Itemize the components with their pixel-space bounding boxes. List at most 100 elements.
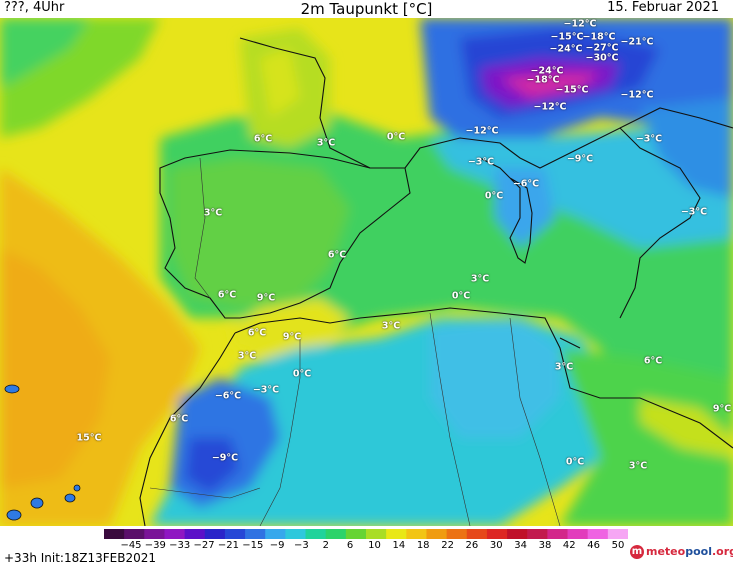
temp-label: −12°C (533, 101, 567, 113)
temp-label: 9°C (712, 403, 732, 415)
temp-label: −18°C (582, 31, 616, 43)
temp-label: −18°C (526, 74, 560, 86)
legend-swatch (184, 529, 206, 539)
legend-swatch (567, 529, 589, 539)
legend-swatch (124, 529, 145, 539)
legend-swatch (547, 529, 569, 539)
logo-text-meteo: meteo (646, 545, 686, 558)
legend-tick-label: −39 (144, 540, 166, 551)
legend-tick-label: −33 (169, 540, 191, 551)
temp-label: 3°C (554, 361, 574, 373)
temp-label: −3°C (252, 384, 280, 396)
temp-label: 0°C (484, 190, 504, 202)
temp-label: −15°C (550, 31, 584, 43)
temp-label: 3°C (470, 273, 490, 285)
temp-label: 6°C (327, 249, 347, 261)
temp-label: 3°C (381, 320, 401, 332)
legend-swatch (446, 529, 468, 539)
legend-swatch (507, 529, 528, 539)
temp-label: −6°C (214, 390, 242, 402)
legend-tick-label: 34 (514, 540, 527, 551)
temp-label: 3°C (237, 350, 257, 362)
legend-swatch (305, 529, 327, 539)
legend-swatch (265, 529, 286, 539)
temp-label: 6°C (247, 327, 267, 339)
temp-label: −30°C (585, 52, 619, 64)
temp-label: −15°C (555, 84, 589, 96)
legend-tick-label: −15 (242, 540, 264, 551)
legend-ticks: −45 −39 −33 −27 −21 −15 −9 −3 2 6 10 14 18 22 26 30 34 38… (0, 540, 733, 554)
legend-swatch (204, 529, 226, 539)
temp-label: −3°C (635, 133, 663, 145)
legend-swatch (245, 529, 266, 539)
temp-label: −3°C (680, 206, 708, 218)
header-location-time: ???, 4Uhr (4, 0, 65, 15)
temp-label: 6°C (217, 289, 237, 301)
legend-swatch (466, 529, 488, 539)
legend-tick-label: 2 (322, 540, 329, 551)
temp-label: 6°C (253, 133, 273, 145)
temp-label: 0°C (292, 368, 312, 380)
legend-swatch (164, 529, 186, 539)
temp-label: −12°C (563, 18, 597, 30)
temp-label: 0°C (386, 131, 406, 143)
temp-label: 6°C (643, 355, 663, 367)
temp-label: −6°C (512, 178, 540, 190)
legend-swatch (527, 529, 548, 539)
dewpoint-map: −12°C −15°C −18°C −21°C −24°C −27°C −30°… (0, 18, 733, 526)
temp-label: 3°C (316, 137, 336, 149)
legend-swatch (144, 529, 165, 539)
logo-text-tld: .org (711, 545, 733, 558)
model-run-info: +33h Init:18Z13FEB2021 (4, 551, 156, 565)
temp-label: 9°C (256, 292, 276, 304)
legend-swatch (325, 529, 347, 539)
temp-label: −3°C (467, 156, 495, 168)
legend-swatch (587, 529, 609, 539)
temp-label: 15°C (76, 432, 102, 444)
legend-tick-label: −21 (217, 540, 239, 551)
logo-icon: m (630, 545, 644, 559)
legend-tick-label: 42 (562, 540, 576, 551)
temp-label: −9°C (566, 153, 594, 165)
legend-tick-label: 50 (611, 540, 625, 551)
legend-tick-label: 6 (346, 540, 354, 551)
legend-swatch (486, 529, 508, 539)
legend-tick-label: 46 (587, 540, 600, 551)
legend-tick-label: 30 (489, 540, 503, 551)
dewpoint-field (0, 18, 733, 526)
forecast-date: 15. Februar 2021 (607, 0, 719, 15)
legend-tick-label: 18 (416, 540, 430, 551)
temp-label: 3°C (628, 460, 648, 472)
logo-text-pool: pool (685, 545, 712, 558)
temp-label: −24°C (549, 43, 583, 55)
legend-tick-label: 38 (538, 540, 552, 551)
legend-tick-label: −27 (193, 540, 215, 551)
temp-label: 6°C (169, 413, 189, 425)
temp-label: −12°C (620, 89, 654, 101)
temp-label: 3°C (203, 207, 223, 219)
legend-tick-label: 22 (441, 540, 454, 551)
legend-tick-label: −9 (269, 540, 285, 551)
legend-swatch (386, 529, 407, 539)
legend-swatch (366, 529, 387, 539)
legend-swatch (345, 529, 367, 539)
temp-label: 9°C (282, 331, 302, 343)
legend-tick-label: 26 (465, 540, 479, 551)
legend-tick-label: −45 (120, 540, 142, 551)
temp-label: −24°C (530, 65, 564, 77)
legend-swatch (285, 529, 307, 539)
legend-swatch (426, 529, 448, 539)
temp-label: 0°C (451, 290, 471, 302)
legend-swatch (104, 529, 125, 539)
temp-label: −27°C (585, 42, 619, 54)
temp-label: −21°C (620, 36, 654, 48)
legend-swatch (224, 529, 246, 539)
temp-label: 0°C (565, 456, 585, 468)
legend-swatch (406, 529, 427, 539)
legend-tick-label: −3 (294, 540, 309, 551)
map-title: 2m Taupunkt [°C] (300, 0, 433, 18)
legend-swatch (607, 529, 628, 539)
temp-label: −12°C (465, 125, 499, 137)
temp-label: −9°C (211, 452, 239, 464)
